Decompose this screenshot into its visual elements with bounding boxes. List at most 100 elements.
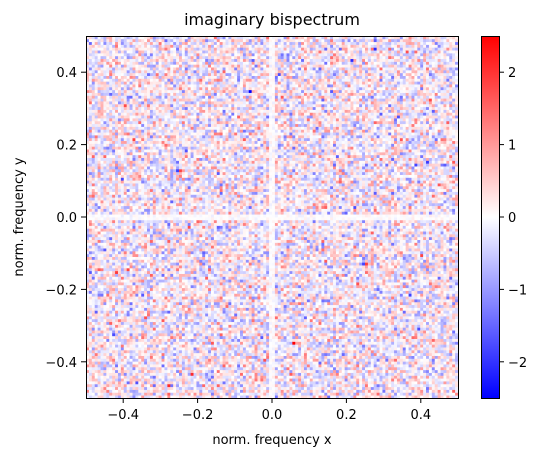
heatmap-cell bbox=[144, 358, 148, 362]
heatmap-cell bbox=[149, 273, 154, 277]
heatmap-cell bbox=[117, 219, 122, 224]
heatmap-cell bbox=[94, 381, 99, 385]
heatmap-cell bbox=[164, 239, 168, 243]
heatmap-cell bbox=[141, 123, 145, 127]
heatmap-cell bbox=[190, 185, 194, 190]
heatmap-cell bbox=[91, 375, 96, 379]
heatmap-cell bbox=[138, 154, 142, 159]
heatmap-cell bbox=[155, 245, 160, 249]
heatmap-cell bbox=[86, 78, 90, 82]
heatmap-cell bbox=[181, 287, 186, 291]
heatmap-cell bbox=[144, 72, 148, 76]
heatmap-cell bbox=[196, 352, 200, 356]
heatmap-cell bbox=[100, 386, 104, 390]
heatmap-cell bbox=[141, 284, 145, 289]
heatmap-cell bbox=[138, 279, 142, 283]
heatmap-cell bbox=[132, 197, 136, 201]
heatmap-cell bbox=[176, 332, 180, 337]
heatmap-cell bbox=[164, 293, 168, 297]
heatmap-cell bbox=[187, 265, 192, 269]
heatmap-cell bbox=[190, 140, 194, 144]
heatmap-cell bbox=[109, 355, 113, 359]
heatmap-cell bbox=[129, 112, 133, 116]
heatmap-cell bbox=[193, 123, 197, 127]
heatmap-cell bbox=[144, 262, 148, 266]
heatmap-cell bbox=[138, 64, 142, 68]
heatmap-cell bbox=[164, 267, 168, 272]
heatmap-cell bbox=[152, 330, 157, 334]
heatmap-cell bbox=[132, 267, 136, 272]
heatmap-cell bbox=[141, 375, 145, 379]
heatmap-cell bbox=[161, 265, 165, 269]
heatmap-cell bbox=[181, 315, 186, 320]
heatmap-cell bbox=[196, 177, 200, 181]
heatmap-cell bbox=[91, 217, 96, 221]
heatmap-cell bbox=[135, 321, 139, 325]
heatmap-cell bbox=[88, 55, 93, 60]
heatmap-cell bbox=[120, 375, 125, 379]
heatmap-cell bbox=[155, 163, 160, 167]
heatmap-cell bbox=[181, 84, 186, 88]
heatmap-cell bbox=[120, 301, 125, 306]
heatmap-cell bbox=[126, 392, 130, 396]
heatmap-cell bbox=[196, 296, 200, 300]
heatmap-cell bbox=[170, 236, 174, 241]
heatmap-cell bbox=[135, 208, 139, 212]
heatmap-cell bbox=[115, 372, 119, 376]
heatmap-cell bbox=[138, 239, 142, 243]
heatmap-cell bbox=[164, 146, 168, 150]
heatmap-cell bbox=[141, 163, 145, 167]
heatmap-cell bbox=[138, 81, 142, 85]
heatmap-cell bbox=[112, 143, 116, 147]
heatmap-cell bbox=[158, 282, 162, 286]
heatmap-cell bbox=[88, 267, 93, 272]
heatmap-cell bbox=[167, 188, 171, 192]
heatmap-cell bbox=[164, 154, 168, 159]
heatmap-cell bbox=[117, 347, 122, 351]
heatmap-cell bbox=[115, 157, 119, 161]
heatmap-cell bbox=[181, 307, 186, 311]
heatmap-cell bbox=[170, 301, 174, 306]
heatmap-cell bbox=[86, 132, 90, 136]
heatmap-cell bbox=[161, 296, 165, 300]
heatmap-cell bbox=[161, 95, 165, 99]
heatmap-cell bbox=[103, 132, 107, 136]
heatmap-cell bbox=[196, 151, 200, 156]
heatmap-cell bbox=[184, 168, 189, 173]
heatmap-cell bbox=[167, 89, 171, 93]
heatmap-cell bbox=[115, 347, 119, 351]
heatmap-cell bbox=[190, 332, 194, 337]
heatmap-cell bbox=[149, 313, 154, 317]
heatmap-cell bbox=[112, 118, 116, 122]
heatmap-cell bbox=[117, 259, 122, 263]
heatmap-cell bbox=[88, 52, 93, 57]
heatmap-cell bbox=[170, 233, 174, 238]
heatmap-cell bbox=[120, 307, 125, 311]
heatmap-cell bbox=[100, 183, 104, 187]
heatmap-cell bbox=[97, 245, 101, 249]
heatmap-cell bbox=[112, 217, 116, 221]
heatmap-cell bbox=[181, 250, 186, 255]
heatmap-cell bbox=[155, 101, 160, 105]
heatmap-cell bbox=[132, 389, 136, 393]
heatmap-cell bbox=[164, 109, 168, 113]
heatmap-cell bbox=[91, 168, 96, 173]
heatmap-cell bbox=[187, 202, 192, 207]
heatmap-cell bbox=[190, 392, 194, 396]
heatmap-cell bbox=[164, 395, 168, 399]
heatmap-cell bbox=[86, 273, 90, 277]
heatmap-cell bbox=[147, 200, 151, 204]
heatmap-cell bbox=[88, 180, 93, 184]
heatmap-cell bbox=[120, 338, 125, 342]
heatmap-cell bbox=[170, 332, 174, 337]
heatmap-cell bbox=[117, 146, 122, 150]
heatmap-cell bbox=[173, 197, 177, 201]
heatmap-cell bbox=[112, 282, 116, 286]
heatmap-cell bbox=[181, 219, 186, 224]
heatmap-cell bbox=[91, 143, 96, 147]
heatmap-cell bbox=[132, 86, 136, 91]
heatmap-cell bbox=[117, 375, 122, 379]
heatmap-cell bbox=[196, 103, 200, 108]
heatmap-cell bbox=[144, 276, 148, 280]
heatmap-cell bbox=[94, 366, 99, 371]
